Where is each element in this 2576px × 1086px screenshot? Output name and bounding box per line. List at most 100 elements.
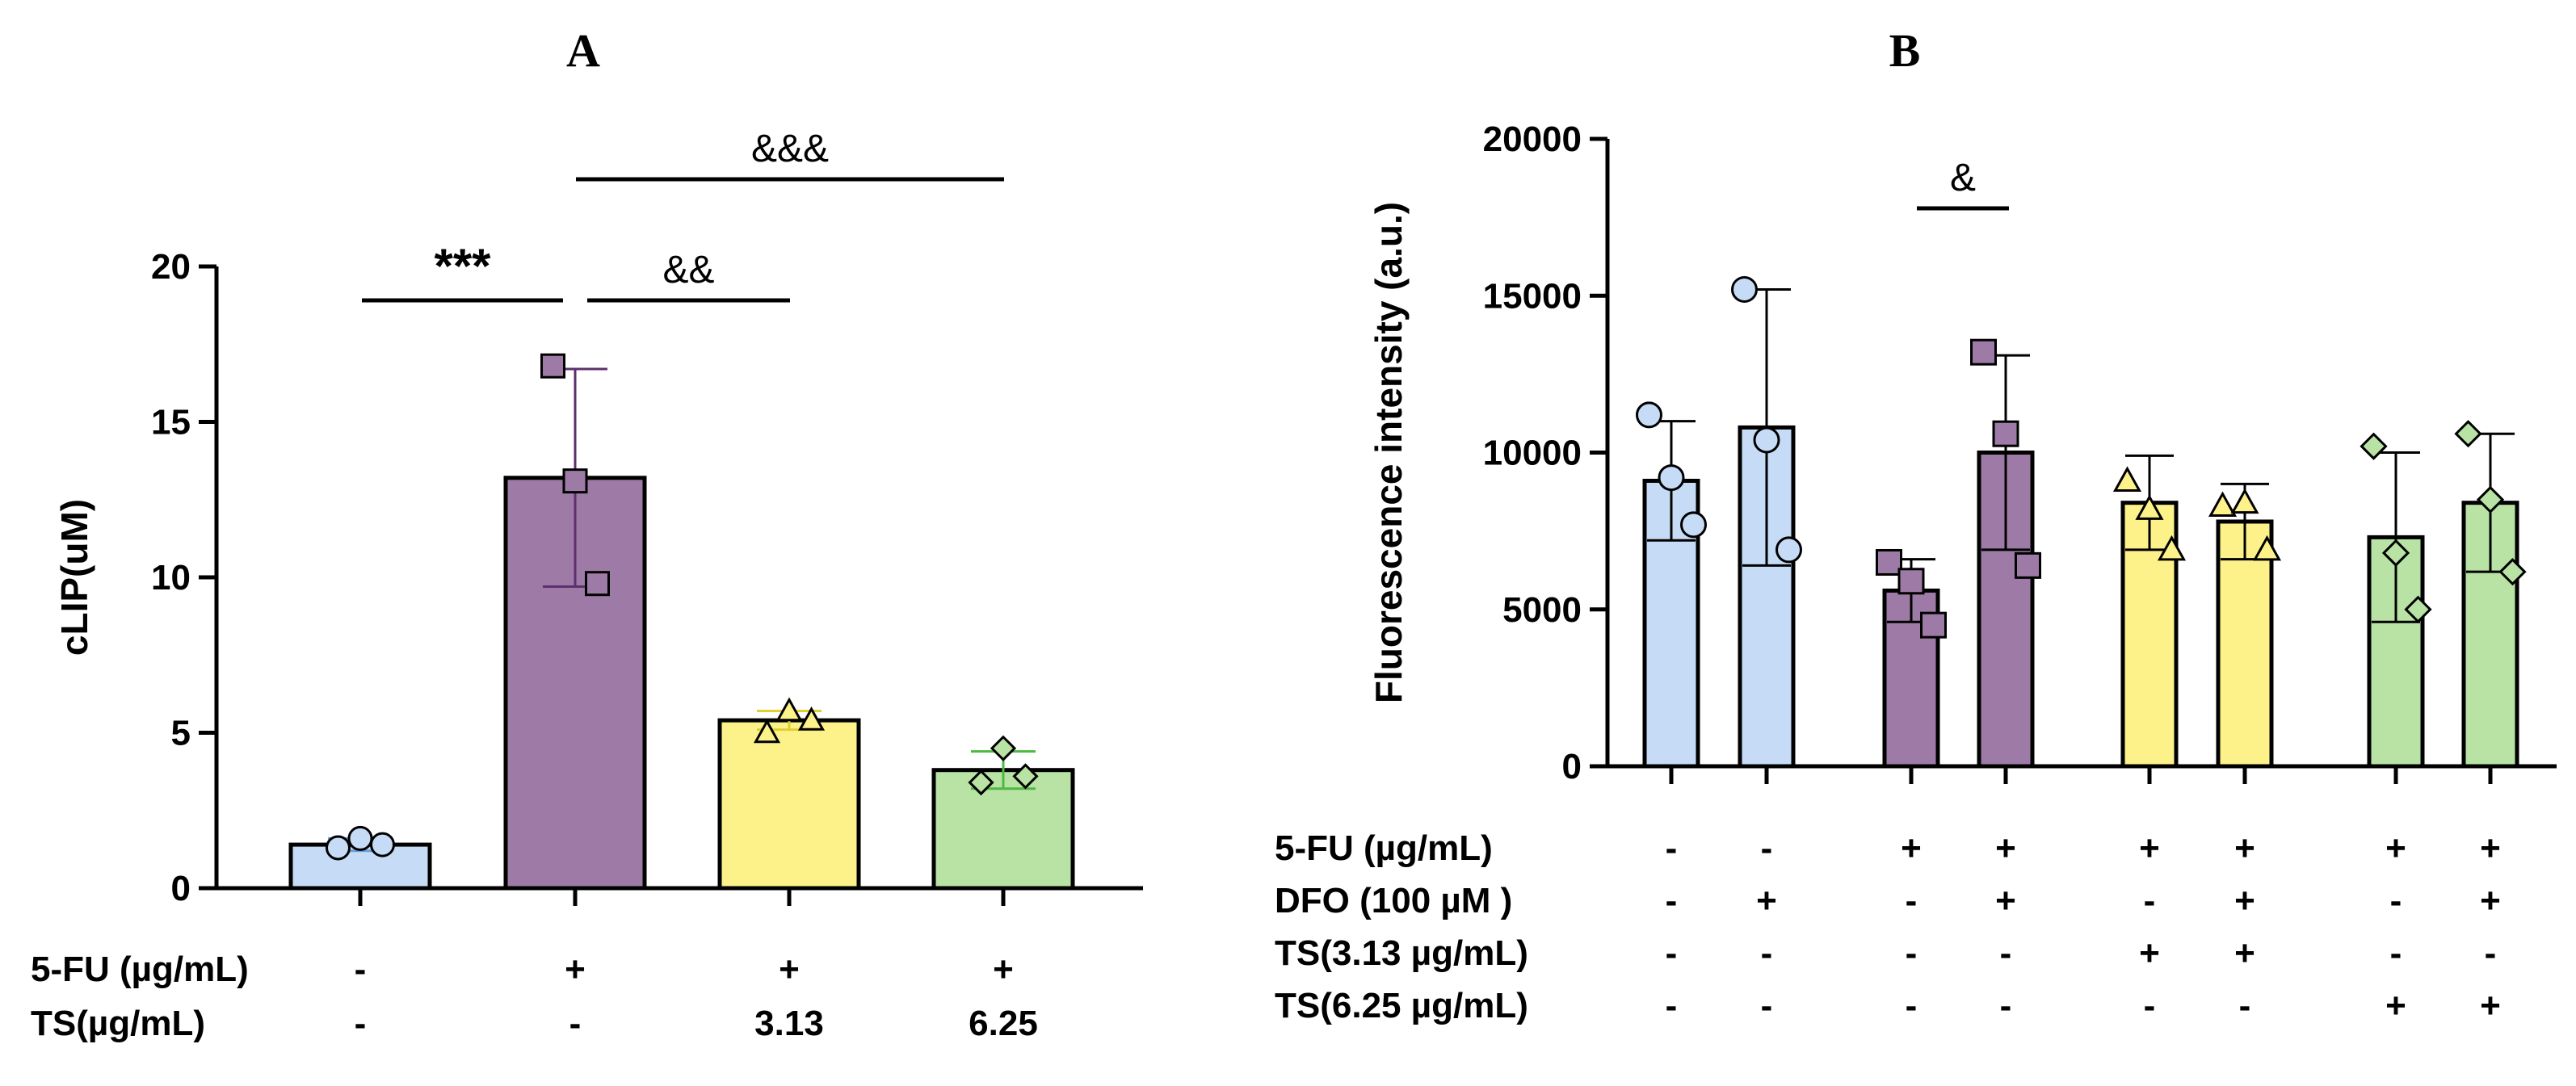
data-point <box>2381 539 2410 567</box>
data-point <box>2498 558 2527 586</box>
condition-value: + <box>2139 828 2160 868</box>
condition-row-label: TS(6.25 µg/mL) <box>1275 986 1528 1025</box>
data-point <box>1680 511 1707 539</box>
condition-value: + <box>2480 986 2501 1025</box>
data-point <box>1992 420 2019 447</box>
y-tick-label: 10 <box>151 558 191 598</box>
condition-value: + <box>565 950 586 989</box>
data-point <box>2208 491 2238 518</box>
data-point <box>797 707 826 731</box>
condition-value: - <box>2485 933 2497 973</box>
y-tick-label: 20000 <box>1483 120 1582 159</box>
condition-value: - <box>1761 828 1773 868</box>
data-point <box>2015 551 2041 579</box>
data-point <box>2454 420 2482 448</box>
condition-value: - <box>2390 933 2402 973</box>
condition-value: - <box>1906 986 1918 1025</box>
condition-value: - <box>569 1004 582 1043</box>
y-tick-label: 10000 <box>1483 434 1582 473</box>
y-tick-label: 0 <box>1562 747 1582 786</box>
condition-value: - <box>355 950 367 989</box>
condition-value: - <box>1666 881 1678 920</box>
condition-row-label: DFO (100 µM ) <box>1275 881 1512 920</box>
data-point <box>1876 548 1902 576</box>
bar <box>717 718 861 891</box>
condition-value: - <box>1666 986 1678 1025</box>
condition-value: + <box>2385 828 2406 868</box>
y-tick-label: 0 <box>171 869 191 908</box>
condition-value: + <box>1756 881 1777 920</box>
data-point <box>562 468 588 494</box>
data-point <box>2112 466 2142 492</box>
data-point <box>990 735 1017 761</box>
significance-label: & <box>1950 157 1976 199</box>
y-tick-label: 20 <box>151 247 191 287</box>
data-point <box>2404 595 2432 623</box>
condition-value: 3.13 <box>754 1004 824 1043</box>
data-point <box>2252 535 2282 561</box>
condition-value: - <box>2390 881 2402 920</box>
data-point <box>1970 338 1997 366</box>
data-point <box>1920 611 1947 639</box>
condition-value: - <box>1761 986 1773 1025</box>
condition-row-label: TS(µg/mL) <box>31 1004 205 1043</box>
y-axis-title: cLIP(uM) <box>53 499 95 656</box>
condition-value: - <box>1666 933 1678 973</box>
condition-row-label: TS(3.13 µg/mL) <box>1275 933 1528 973</box>
data-point <box>1753 426 1780 454</box>
data-point <box>370 832 395 857</box>
condition-value: - <box>1666 828 1678 868</box>
condition-value: + <box>2480 881 2501 920</box>
condition-row-label: 5-FU (µg/mL) <box>31 950 249 989</box>
data-point <box>1775 536 1802 564</box>
y-axis-title: Fluorescence intensity (a.u.) <box>1368 202 1410 703</box>
y-tick-label: 5 <box>171 714 191 753</box>
data-point <box>2157 535 2187 561</box>
data-point <box>775 697 803 722</box>
data-point <box>2476 485 2505 514</box>
panel-a-label: A <box>566 24 600 77</box>
condition-value: + <box>2234 881 2255 920</box>
bar <box>931 768 1075 891</box>
condition-value: - <box>2144 986 2156 1025</box>
data-point <box>1897 568 1925 595</box>
condition-value: + <box>1901 828 1922 868</box>
condition-value: - <box>2239 986 2251 1025</box>
condition-value: + <box>2139 933 2160 973</box>
data-point <box>753 719 781 744</box>
panel-b-label: B <box>1889 24 1921 77</box>
condition-value: - <box>2144 881 2156 920</box>
panel-b-chart: 0 5000 10000 15000 20000 Fluorescence intensi… <box>1275 120 2557 1025</box>
condition-value: 6.25 <box>969 1004 1038 1043</box>
condition-value: - <box>1906 881 1918 920</box>
condition-value: + <box>1995 881 2016 920</box>
data-point <box>1658 464 1685 492</box>
panel-a-chart: 0 5 10 15 20 cLIP(uM) 5-FU (µg/mL) - + + + TS(µg/mL… <box>31 128 1143 1043</box>
data-point <box>540 353 565 379</box>
condition-value: - <box>1906 933 1918 973</box>
data-point <box>347 825 373 851</box>
significance-label: *** <box>434 239 491 293</box>
condition-value: - <box>1761 933 1773 973</box>
significance-label: &&& <box>751 128 829 170</box>
data-point <box>1731 275 1758 303</box>
condition-value: + <box>2234 933 2255 973</box>
condition-row-label: 5-FU (µg/mL) <box>1275 828 1493 868</box>
condition-value: + <box>993 950 1014 989</box>
data-point <box>585 571 610 597</box>
condition-value: + <box>2385 986 2406 1025</box>
condition-value: - <box>355 1004 367 1043</box>
condition-value: + <box>1995 828 2016 868</box>
bar <box>2216 519 2274 769</box>
significance-label: && <box>662 249 714 291</box>
condition-value: + <box>2234 828 2255 868</box>
condition-value: + <box>2480 828 2501 868</box>
y-tick-label: 15000 <box>1483 276 1582 316</box>
data-point <box>2230 488 2259 514</box>
data-point <box>2135 494 2164 520</box>
data-point <box>326 835 351 861</box>
condition-value: - <box>2000 933 2012 973</box>
data-point <box>968 769 994 796</box>
y-tick-label: 15 <box>151 403 191 442</box>
